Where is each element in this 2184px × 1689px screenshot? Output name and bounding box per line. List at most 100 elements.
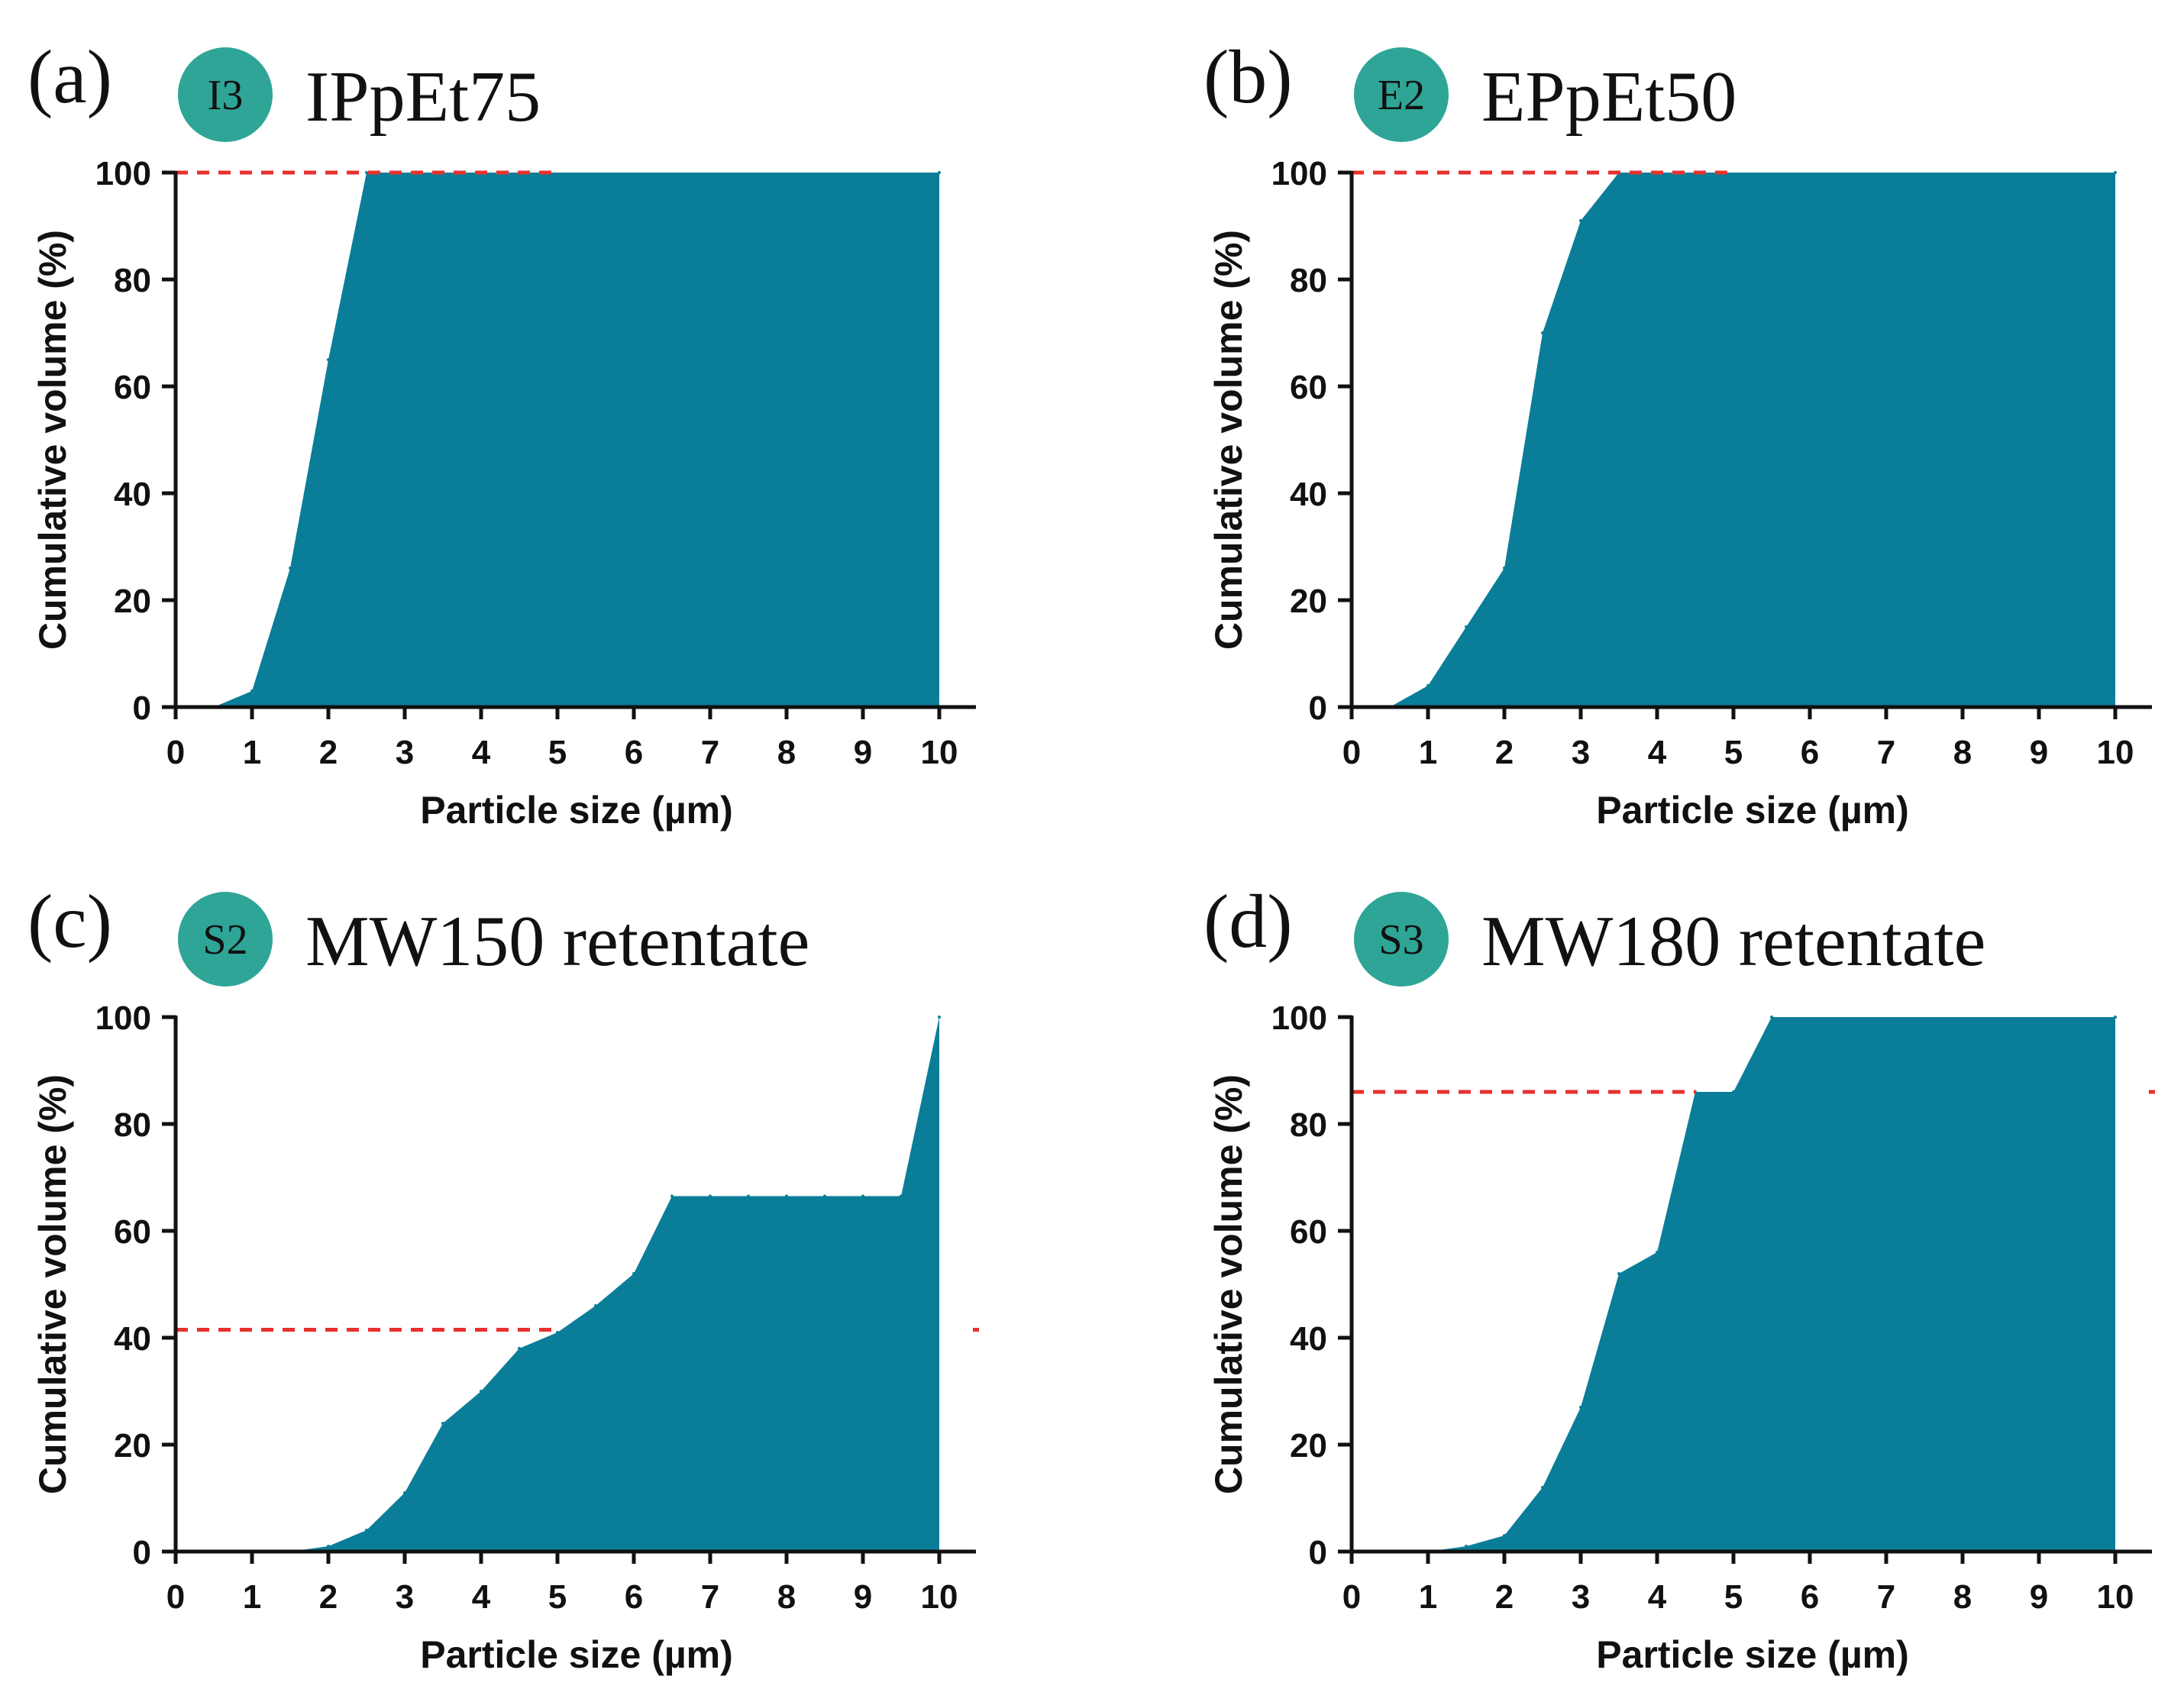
data-point [327,1545,330,1548]
x-tick-label: 2 [1495,734,1514,771]
y-tick-label: 40 [114,1320,151,1358]
x-tick-label: 1 [1419,734,1437,771]
x-tick-label: 1 [243,734,261,771]
data-point [1541,1486,1544,1489]
data-point [747,1194,750,1198]
data-point [938,171,941,174]
badge-label: I3 [208,72,244,119]
x-tick-label: 9 [2030,734,2048,771]
x-axis-title: Particle size (µm) [420,789,733,832]
x-tick-label: 5 [1724,1578,1743,1616]
data-point [480,1390,483,1393]
y-tick-label: 100 [95,1000,151,1037]
data-point [861,1194,864,1198]
data-point [1579,219,1582,222]
y-axis-title: Cumulative volume (%) [1207,1074,1250,1494]
y-tick-label: 20 [1290,1427,1327,1465]
area-fill [176,1017,939,1552]
x-tick-label: 5 [548,734,567,771]
data-point [709,1194,712,1198]
x-tick-label: 5 [548,1578,567,1616]
y-tick-label: 60 [1290,369,1327,406]
x-tick-label: 4 [1648,1578,1667,1616]
x-axis-title: Particle size (µm) [1596,789,1909,832]
badge-circle [1354,47,1449,142]
x-tick-label: 2 [319,734,338,771]
x-tick-label: 8 [777,1578,796,1616]
x-tick-label: 3 [1572,734,1590,771]
panel-title: MW180 retentate [1481,902,1985,981]
data-point [632,1272,635,1275]
panel-label: (c) [27,879,112,964]
panel-label: (d) [1203,879,1293,964]
panel-title: EPpEt50 [1481,57,1737,137]
badge-label: S2 [202,916,247,964]
panel-label: (b) [1203,34,1293,119]
x-tick-label: 7 [1877,734,1895,771]
badge-circle [178,47,273,142]
badge-circle [178,892,273,987]
y-tick-label: 20 [1290,583,1327,620]
x-tick-label: 10 [921,734,958,771]
y-tick-label: 20 [114,583,151,620]
data-point [1465,1545,1468,1548]
x-tick-label: 5 [1724,734,1743,771]
x-tick-label: 9 [2030,1578,2048,1616]
x-axis-title: Particle size (µm) [1596,1633,1909,1676]
x-tick-label: 0 [1342,1578,1361,1616]
y-tick-label: 40 [114,476,151,513]
x-tick-label: 1 [1419,1578,1437,1616]
y-axis-title: Cumulative volume (%) [1207,230,1250,650]
y-tick-label: 0 [133,689,151,727]
badge-label: S3 [1378,916,1423,964]
x-tick-label: 7 [701,1578,719,1616]
data-point [1541,331,1544,334]
y-tick-label: 60 [114,1213,151,1251]
data-point [250,689,254,693]
y-tick-label: 100 [1271,1000,1327,1037]
data-point [900,1194,903,1198]
x-tick-label: 2 [1495,1578,1514,1616]
x-tick-label: 6 [625,1578,643,1616]
x-tick-label: 9 [854,734,872,771]
panel-title: IPpEt75 [305,57,541,137]
y-tick-label: 40 [1290,476,1327,513]
data-point [518,1347,521,1350]
y-axis-title: Cumulative volume (%) [31,1074,74,1494]
x-tick-label: 8 [777,734,796,771]
x-tick-label: 0 [166,734,185,771]
x-tick-label: 9 [854,1578,872,1616]
data-point [1503,567,1506,570]
y-tick-label: 0 [1309,689,1327,727]
x-tick-label: 0 [1342,734,1361,771]
x-tick-label: 3 [396,734,414,771]
x-tick-label: 4 [472,734,491,771]
data-point [365,1529,368,1532]
x-tick-label: 8 [1953,734,1972,771]
data-point [1617,1272,1620,1275]
y-tick-label: 60 [1290,1213,1327,1251]
data-point [365,171,368,174]
data-point [594,1304,597,1307]
x-tick-label: 7 [701,734,719,771]
data-point [1656,1251,1659,1254]
area-fill [1352,173,2115,707]
x-tick-label: 10 [2097,1578,2134,1616]
y-tick-label: 40 [1290,1320,1327,1358]
x-tick-label: 6 [1801,734,1819,771]
data-point [441,1422,444,1425]
data-point [403,1491,406,1494]
badge-label: E2 [1378,72,1425,119]
y-tick-label: 100 [1271,155,1327,192]
x-tick-label: 3 [396,1578,414,1616]
x-tick-label: 6 [1801,1578,1819,1616]
y-tick-label: 0 [133,1534,151,1571]
x-tick-label: 8 [1953,1578,1972,1616]
x-tick-label: 2 [319,1578,338,1616]
x-tick-label: 4 [1648,734,1667,771]
y-axis-title: Cumulative volume (%) [31,230,74,650]
